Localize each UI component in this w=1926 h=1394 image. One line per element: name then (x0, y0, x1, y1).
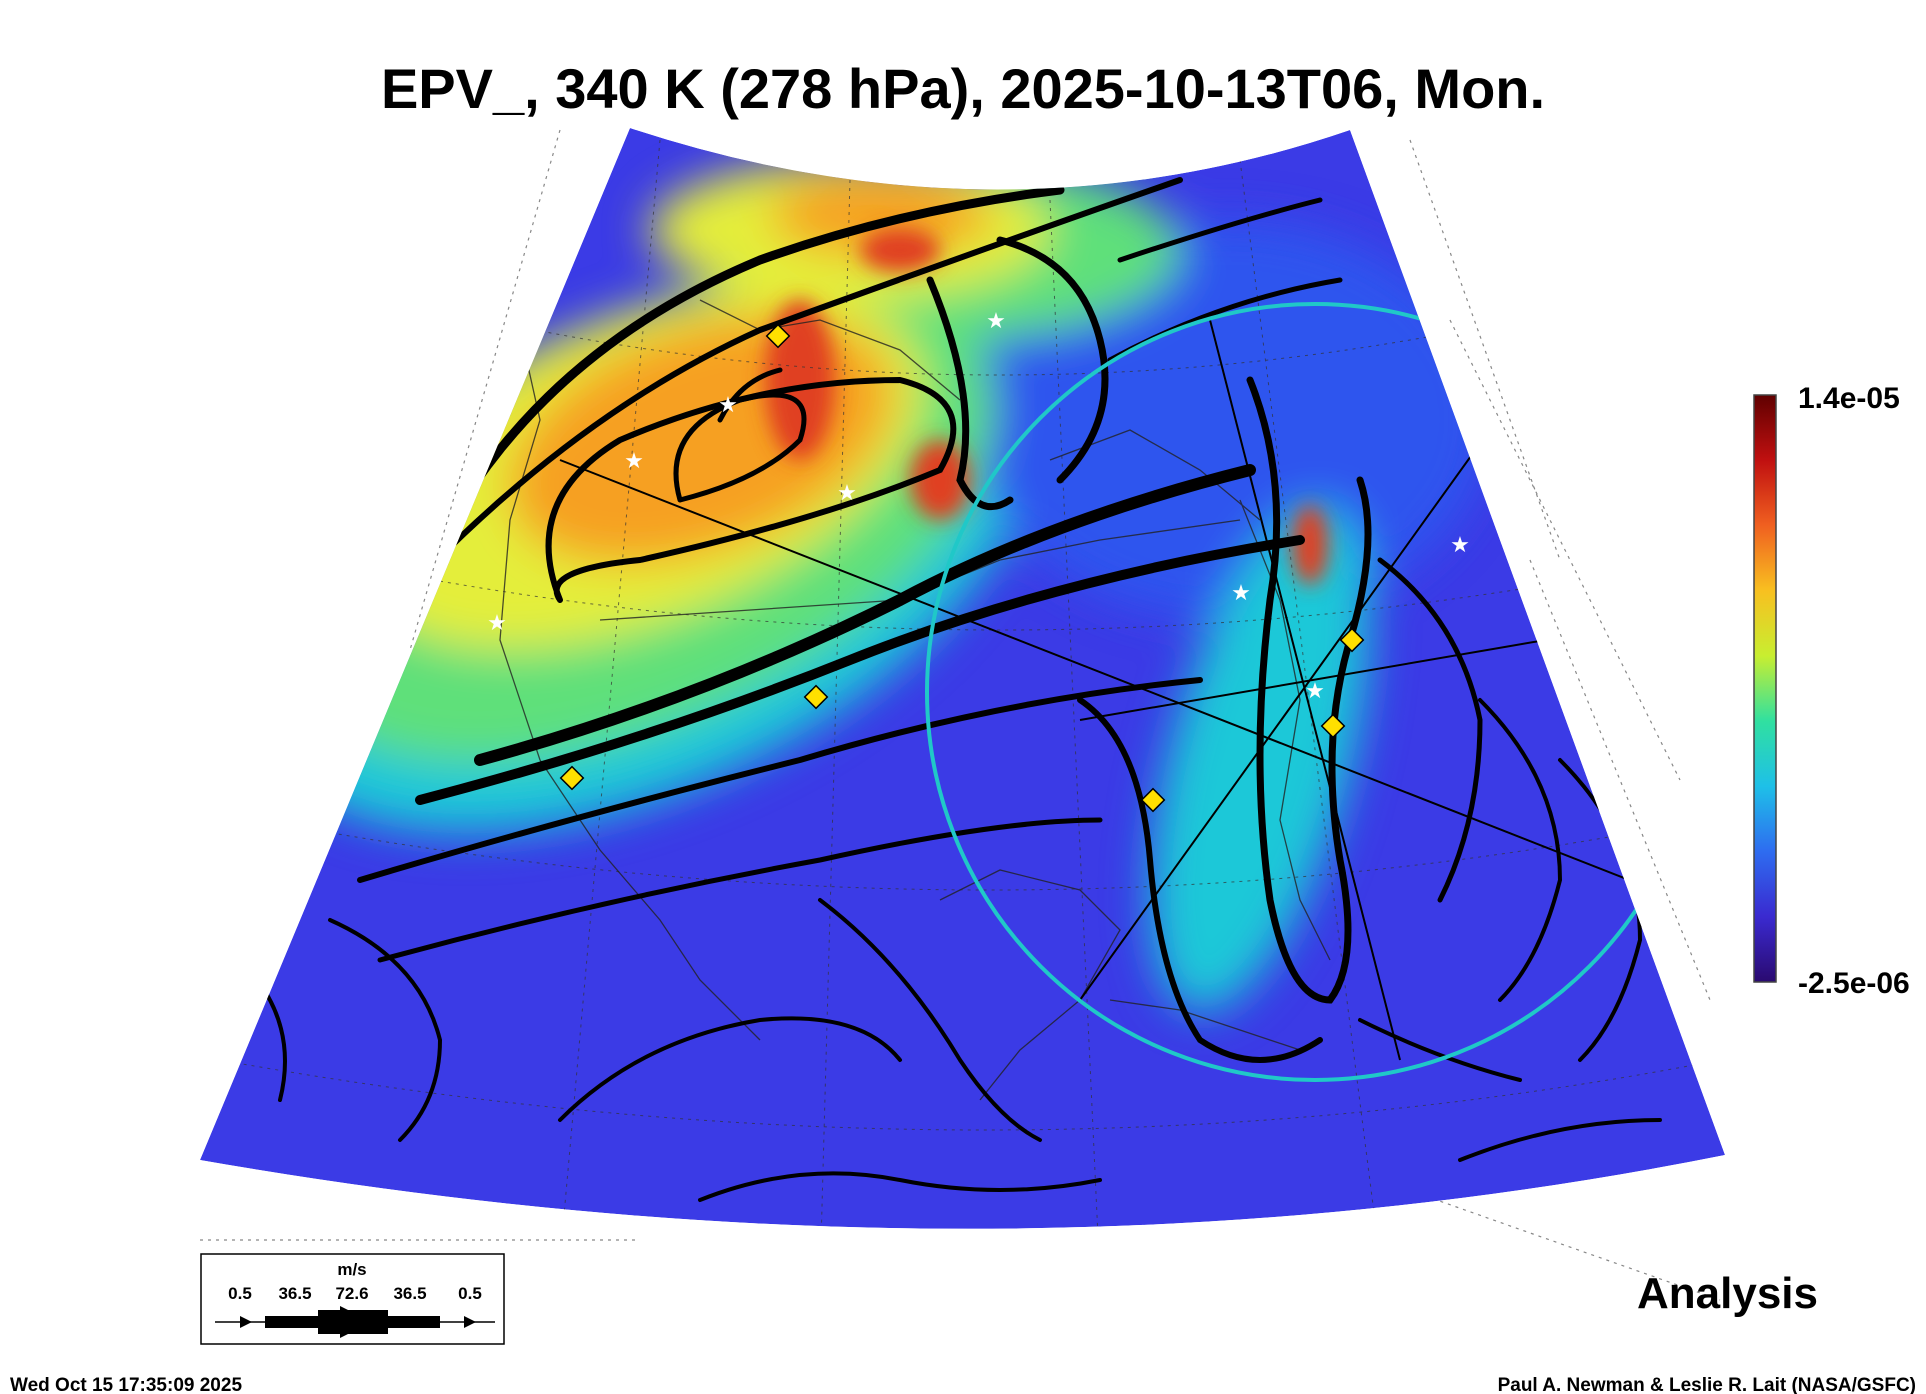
wind-speed-legend: m/s 0.5 36.5 72.6 36.5 0.5 (200, 1253, 505, 1345)
star-icon: ★ (624, 449, 644, 474)
star-icon: ★ (487, 611, 507, 636)
legend-tick-2: 72.6 (335, 1284, 368, 1303)
footer-credit: Paul A. Newman & Leslie R. Lait (NASA/GS… (1498, 1375, 1916, 1394)
legend-arrows (215, 1306, 495, 1338)
colorbar-max-label: 1.4e-05 (1798, 382, 1900, 415)
colorbar-min-label: -2.5e-06 (1798, 967, 1910, 1000)
epv-field: ★ ★ ★ ★ ★ ★ ★ ★ (200, 128, 1725, 1229)
station-marker (1320, 713, 1346, 739)
legend-tick-1: 36.5 (278, 1284, 311, 1303)
footer-timestamp: Wed Oct 15 17:35:09 2025 (10, 1375, 242, 1394)
star-icon: ★ (1305, 679, 1325, 704)
station-marker (1339, 627, 1365, 653)
colorbar-ramp (1753, 394, 1777, 983)
star-icon: ★ (837, 481, 857, 506)
star-icon: ★ (986, 309, 1006, 334)
star-icon: ★ (718, 393, 738, 418)
legend-tick-0: 0.5 (228, 1284, 252, 1303)
station-marker (765, 323, 791, 349)
star-icon: ★ (1450, 533, 1470, 558)
star-markers: ★ ★ ★ ★ ★ ★ ★ ★ (487, 309, 1470, 704)
coastlines (499, 299, 1331, 1101)
station-marker (1140, 787, 1166, 813)
map-panel: ★ ★ ★ ★ ★ ★ ★ ★ (200, 128, 1725, 1301)
colorbar: 1.4e-05 -2.5e-06 (1753, 382, 1910, 1000)
legend-tick-3: 36.5 (393, 1284, 426, 1303)
station-marker (559, 765, 585, 791)
legend-tick-4: 0.5 (458, 1284, 482, 1303)
station-marker (803, 684, 829, 710)
outer-graticule (200, 129, 1721, 1301)
diamond-markers (559, 323, 1365, 813)
legend-unit: m/s (337, 1260, 366, 1279)
analysis-label: Analysis (1637, 1269, 1818, 1318)
figure-title: EPV_, 340 K (278 hPa), 2025-10-13T06, Mo… (381, 57, 1545, 120)
star-icon: ★ (1231, 581, 1251, 606)
